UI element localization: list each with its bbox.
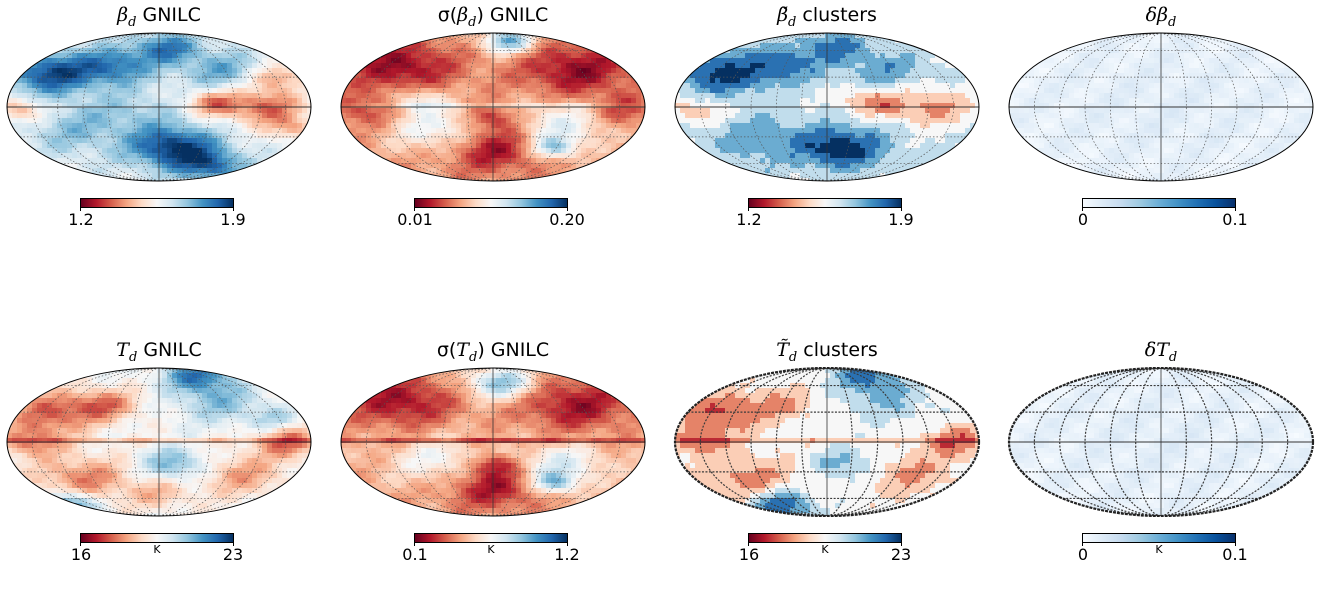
panel-title: β̃d clusters bbox=[672, 4, 982, 30]
colorbar-max-label: 1.9 bbox=[888, 210, 913, 229]
colorbar-max-label: 1.9 bbox=[220, 210, 245, 229]
colorbar-max-label: 0.20 bbox=[549, 210, 585, 229]
panel-delta-beta: δβd 0 0.1 bbox=[1006, 0, 1325, 260]
colorbar-max-label: 0.1 bbox=[1222, 545, 1247, 564]
colorbar-max-label: 1.2 bbox=[554, 545, 579, 564]
mollweide-map bbox=[1006, 32, 1316, 182]
colorbar-min-label: 0.01 bbox=[397, 210, 433, 229]
colorbar-min-label: 0 bbox=[1078, 545, 1088, 564]
mollweide-map bbox=[4, 32, 314, 182]
panel-beta-clusters: β̃d clusters 1.2 1.9 bbox=[672, 0, 1002, 260]
colorbar bbox=[80, 533, 234, 543]
colorbar bbox=[80, 198, 234, 208]
panel-title: T̃d clusters bbox=[672, 339, 982, 365]
panel-title: Td GNILC bbox=[4, 339, 314, 365]
mollweide-map bbox=[672, 32, 982, 182]
colorbar bbox=[414, 533, 568, 543]
panel-beta-gnilc: βd GNILC 1.2 1.9 bbox=[4, 0, 334, 260]
colorbar-min-label: 1.2 bbox=[736, 210, 761, 229]
colorbar-min-label: 16 bbox=[71, 545, 91, 564]
colorbar-min-label: 0 bbox=[1078, 210, 1088, 229]
panel-title: σ(βd) GNILC bbox=[338, 4, 648, 30]
mollweide-map bbox=[672, 367, 982, 517]
panel-t-gnilc: Td GNILC 16 23 K bbox=[4, 335, 334, 595]
panel-delta-t: δTd 0 0.1 K bbox=[1006, 335, 1325, 595]
colorbar bbox=[748, 533, 902, 543]
colorbar-unit: K bbox=[821, 543, 828, 556]
colorbar-min-label: 1.2 bbox=[68, 210, 93, 229]
colorbar bbox=[748, 198, 902, 208]
mollweide-map bbox=[338, 32, 648, 182]
mollweide-map bbox=[4, 367, 314, 517]
panel-sigma-beta-gnilc: σ(βd) GNILC 0.01 0.20 bbox=[338, 0, 668, 260]
colorbar-unit: K bbox=[153, 543, 160, 556]
mollweide-map bbox=[1006, 367, 1316, 517]
mollweide-map bbox=[338, 367, 648, 517]
colorbar bbox=[414, 198, 568, 208]
colorbar-min-label: 16 bbox=[739, 545, 759, 564]
panel-sigma-t-gnilc: σ(Td) GNILC 0.1 1.2 K bbox=[338, 335, 668, 595]
colorbar-max-label: 23 bbox=[891, 545, 911, 564]
colorbar-min-label: 0.1 bbox=[402, 545, 427, 564]
panel-title: σ(Td) GNILC bbox=[338, 339, 648, 365]
panel-t-clusters: T̃d clusters 16 23 K bbox=[672, 335, 1002, 595]
colorbar-unit: K bbox=[487, 543, 494, 556]
colorbar bbox=[1082, 533, 1236, 543]
colorbar-max-label: 0.1 bbox=[1222, 210, 1247, 229]
panel-title: βd GNILC bbox=[4, 4, 314, 30]
panel-title: δTd bbox=[1006, 339, 1316, 365]
panel-title: δβd bbox=[1006, 4, 1316, 30]
colorbar bbox=[1082, 198, 1236, 208]
colorbar-unit: K bbox=[1155, 543, 1162, 556]
colorbar-max-label: 23 bbox=[223, 545, 243, 564]
